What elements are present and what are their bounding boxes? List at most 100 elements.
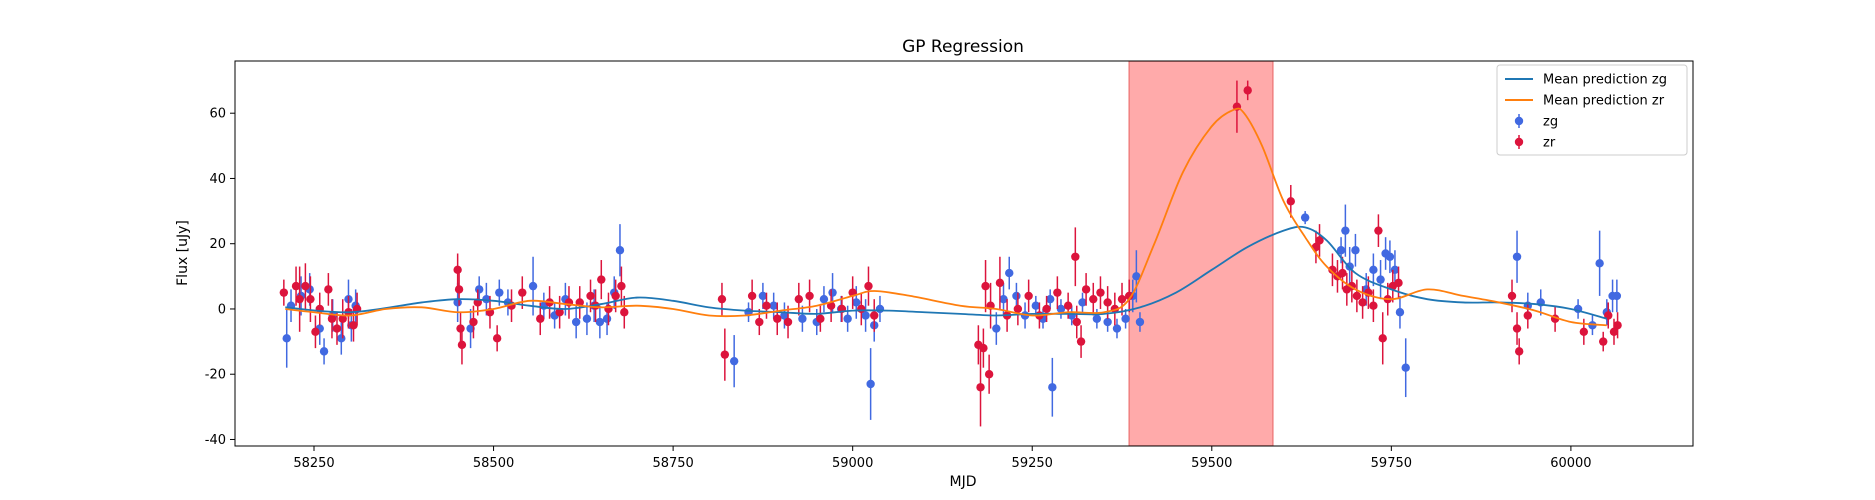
data-point-zg bbox=[1512, 230, 1522, 283]
data-point-zg bbox=[1048, 357, 1057, 417]
data-point-zg bbox=[1005, 256, 1014, 290]
y-tick-label: -20 bbox=[205, 368, 226, 383]
data-point-zr bbox=[1124, 279, 1134, 313]
legend: Mean prediction zg Mean prediction zr zg zr bbox=[1496, 64, 1688, 156]
data-point-zg bbox=[319, 338, 329, 365]
data-point-zg bbox=[861, 299, 870, 332]
data-point-zr bbox=[1072, 305, 1081, 339]
data-point-zr bbox=[301, 263, 310, 309]
x-tick-label: 58750 bbox=[652, 456, 693, 471]
line-mean-prediction-zr bbox=[285, 107, 1607, 327]
data-point-zr bbox=[1328, 253, 1337, 287]
data-point-zr bbox=[311, 315, 320, 349]
data-point-zg bbox=[1351, 233, 1360, 267]
data-point-zg bbox=[1121, 308, 1130, 329]
data-point-zr bbox=[453, 253, 462, 287]
data-point-zr bbox=[1315, 224, 1324, 257]
data-point-zg bbox=[1112, 318, 1122, 339]
data-point-zg bbox=[1045, 289, 1055, 309]
data-point-zr bbox=[826, 289, 836, 323]
data-point-zr bbox=[1286, 184, 1295, 218]
data-point-zg bbox=[798, 305, 807, 332]
data-point-zr bbox=[327, 299, 337, 339]
data-point-zr bbox=[518, 276, 527, 309]
data-point-zr bbox=[1071, 227, 1080, 287]
data-point-zr bbox=[1243, 80, 1252, 101]
y-axis: -40 -20 0 20 40 60 bbox=[205, 107, 235, 448]
chart-title: GP Regression bbox=[902, 37, 1024, 57]
x-tick-label: 58500 bbox=[473, 456, 514, 471]
data-point-zr bbox=[597, 260, 606, 300]
data-point-zr bbox=[454, 273, 464, 306]
data-point-zr bbox=[720, 328, 730, 381]
data-point-zr bbox=[1096, 276, 1105, 309]
legend-item-zg: zg bbox=[1514, 114, 1558, 130]
data-point-zr bbox=[1378, 312, 1387, 365]
data-point-zr bbox=[1076, 325, 1086, 358]
legend-item-mean-prediction-zr: Mean prediction zr bbox=[1505, 94, 1665, 109]
data-point-zg bbox=[1336, 237, 1346, 264]
data-point-zg bbox=[1135, 312, 1145, 332]
data-point-zr bbox=[1507, 279, 1517, 313]
data-point-zg bbox=[1078, 292, 1087, 313]
data-point-zg bbox=[1385, 240, 1395, 274]
data-point-zr bbox=[979, 328, 988, 368]
data-point-zr bbox=[1117, 282, 1127, 316]
data-point-zr bbox=[1013, 292, 1023, 326]
svg-text:zg: zg bbox=[1543, 115, 1558, 130]
data-point-zr bbox=[864, 266, 873, 306]
data-point-zg bbox=[1369, 253, 1378, 287]
data-point-zr bbox=[981, 260, 990, 313]
data-point-zr bbox=[1352, 279, 1362, 313]
data-point-zg bbox=[1395, 295, 1405, 329]
series-zg bbox=[282, 204, 1622, 420]
data-point-zr bbox=[870, 299, 879, 332]
data-point-zr bbox=[555, 295, 564, 329]
x-tick-label: 60000 bbox=[1550, 456, 1591, 471]
data-point-zr bbox=[1024, 279, 1033, 313]
y-tick-label: 0 bbox=[218, 302, 226, 317]
data-point-zr bbox=[984, 354, 994, 394]
data-point-zg bbox=[1300, 211, 1310, 225]
data-point-zr bbox=[1042, 295, 1051, 323]
data-point-zr bbox=[1604, 302, 1613, 329]
data-point-zg bbox=[1595, 230, 1604, 296]
data-point-zr bbox=[315, 292, 324, 326]
svg-text:Mean prediction zr: Mean prediction zr bbox=[1543, 94, 1665, 109]
data-point-zr bbox=[457, 325, 467, 365]
data-point-zg bbox=[992, 312, 1001, 345]
legend-item-zr: zr bbox=[1514, 135, 1556, 151]
y-tick-label: 20 bbox=[209, 237, 226, 252]
data-point-zg bbox=[1132, 250, 1141, 303]
x-tick-label: 59000 bbox=[832, 456, 873, 471]
data-point-zg bbox=[615, 224, 625, 277]
data-point-zr bbox=[762, 292, 771, 319]
data-point-zr bbox=[306, 276, 315, 323]
data-point-zg bbox=[571, 305, 581, 339]
legend-box bbox=[1496, 64, 1688, 156]
y-axis-label: Flux [uJy] bbox=[175, 220, 191, 286]
data-point-zr bbox=[1523, 302, 1533, 329]
data-point-zg bbox=[819, 286, 829, 313]
data-point-zr bbox=[995, 256, 1005, 309]
data-point-zr bbox=[1514, 338, 1524, 365]
data-point-zr bbox=[1369, 289, 1378, 323]
data-point-zr bbox=[747, 279, 757, 313]
data-point-zg bbox=[466, 308, 475, 349]
data-point-zr bbox=[1089, 282, 1098, 316]
line-mean-prediction-zg bbox=[285, 225, 1608, 320]
data-point-zr bbox=[783, 305, 793, 339]
data-point-zr bbox=[794, 282, 804, 316]
data-point-zr bbox=[1081, 273, 1091, 306]
data-point-zr bbox=[717, 282, 727, 316]
plot-frame bbox=[234, 60, 1694, 447]
data-point-zg bbox=[1612, 279, 1622, 313]
svg-text:zr: zr bbox=[1543, 136, 1556, 151]
data-point-zr bbox=[1394, 266, 1403, 300]
data-point-zg bbox=[769, 292, 778, 319]
data-point-zr bbox=[295, 266, 304, 332]
x-tick-label: 59500 bbox=[1191, 456, 1232, 471]
data-point-zr bbox=[620, 295, 629, 329]
data-point-zg bbox=[595, 305, 605, 339]
